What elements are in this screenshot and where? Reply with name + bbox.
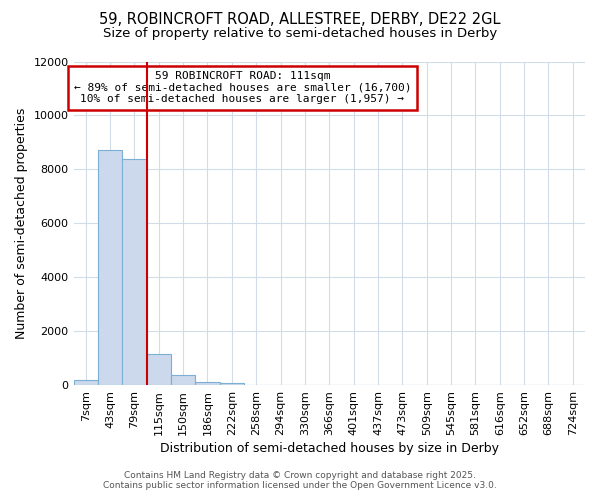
Bar [74,380,98,385]
Bar [146,354,171,385]
Bar [196,382,220,385]
Y-axis label: Number of semi-detached properties: Number of semi-detached properties [15,108,28,339]
X-axis label: Distribution of semi-detached houses by size in Derby: Distribution of semi-detached houses by … [160,442,499,455]
Bar [220,383,244,385]
Text: Size of property relative to semi-detached houses in Derby: Size of property relative to semi-detach… [103,28,497,40]
Text: 59 ROBINCROFT ROAD: 111sqm
← 89% of semi-detached houses are smaller (16,700)
10: 59 ROBINCROFT ROAD: 111sqm ← 89% of semi… [74,71,411,104]
Bar [171,375,196,385]
Bar [122,158,146,385]
Text: 59, ROBINCROFT ROAD, ALLESTREE, DERBY, DE22 2GL: 59, ROBINCROFT ROAD, ALLESTREE, DERBY, D… [99,12,501,28]
Text: Contains HM Land Registry data © Crown copyright and database right 2025.
Contai: Contains HM Land Registry data © Crown c… [103,470,497,490]
Bar [98,150,122,385]
